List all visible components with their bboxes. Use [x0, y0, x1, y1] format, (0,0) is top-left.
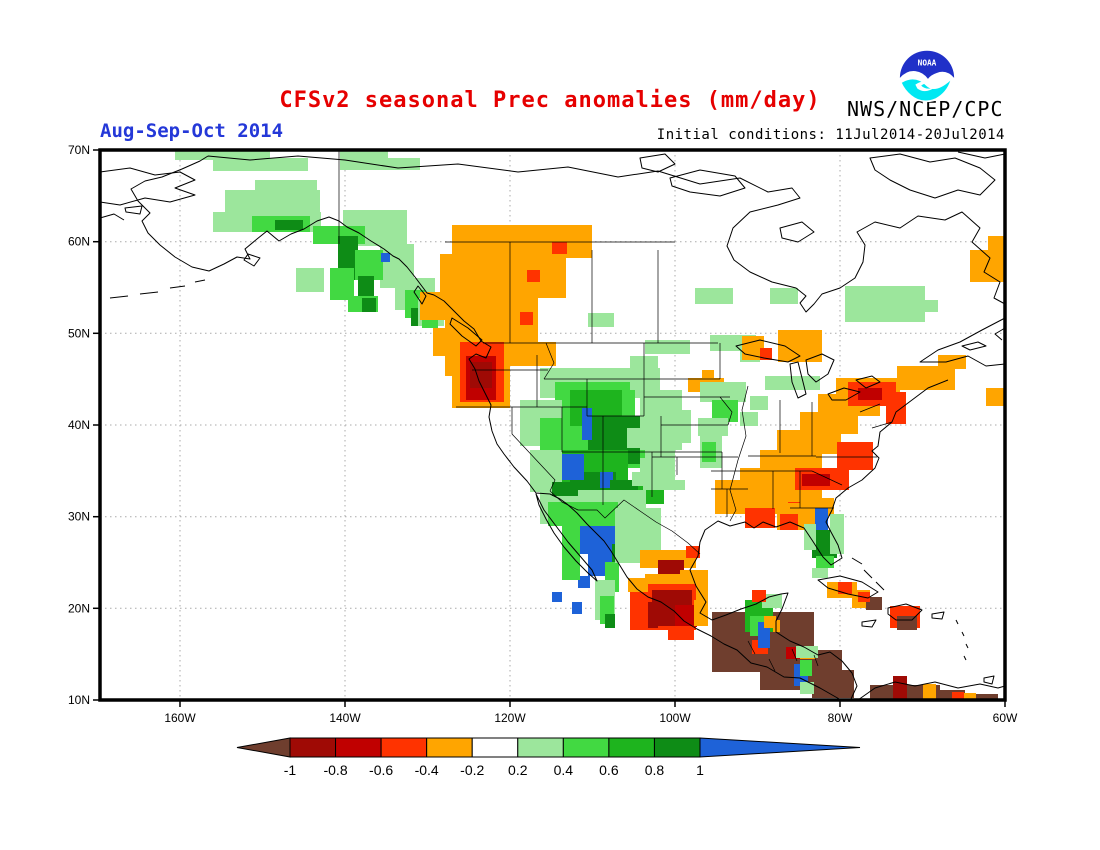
svg-text:0.6: 0.6: [599, 762, 619, 778]
svg-text:160W: 160W: [164, 711, 196, 725]
noaa-logo-blue-fan: [899, 50, 955, 79]
svg-text:10N: 10N: [68, 693, 90, 707]
svg-text:120W: 120W: [494, 711, 526, 725]
svg-text:0.4: 0.4: [554, 762, 574, 778]
svg-text:-0.8: -0.8: [323, 762, 347, 778]
chart-title: CFSv2 seasonal Prec anomalies (mm/day): [279, 88, 821, 113]
colorbar: -1 -0.8 -0.6 -0.4 -0.2 0.2 0.4 0.6 0.8 1: [236, 737, 861, 778]
svg-text:1: 1: [696, 762, 704, 778]
state-borders: [338, 150, 893, 672]
svg-text:60N: 60N: [68, 235, 90, 249]
svg-text:-1: -1: [284, 762, 297, 778]
svg-text:0.8: 0.8: [645, 762, 665, 778]
noaa-logo-gull: [915, 81, 935, 92]
svg-text:140W: 140W: [329, 711, 361, 725]
noaa-logo-text: NOAA: [918, 58, 937, 67]
svg-text:100W: 100W: [659, 711, 691, 725]
axis-labels: 70N 60N 50N 40N 30N 20N 10N 160W 140W 120W 100W 80W…: [68, 143, 1018, 725]
season-label: Aug-Sep-Oct 2014: [100, 120, 284, 142]
svg-text:50N: 50N: [68, 326, 90, 340]
svg-text:70N: 70N: [68, 143, 90, 157]
svg-text:-0.4: -0.4: [415, 762, 439, 778]
svg-text:80W: 80W: [828, 711, 853, 725]
svg-text:40N: 40N: [68, 418, 90, 432]
islands-and-lakes: [99, 151, 1006, 685]
svg-text:30N: 30N: [68, 510, 90, 524]
svg-text:20N: 20N: [68, 601, 90, 615]
coastline: [130, 155, 1006, 701]
noaa-logo: NOAA: [896, 42, 958, 108]
svg-text:-0.2: -0.2: [460, 762, 484, 778]
svg-text:0.2: 0.2: [508, 762, 528, 778]
svg-text:60W: 60W: [993, 711, 1018, 725]
svg-text:-0.6: -0.6: [369, 762, 393, 778]
initial-conditions-label: Initial conditions: 11Jul2014-20Jul2014: [656, 127, 1005, 143]
